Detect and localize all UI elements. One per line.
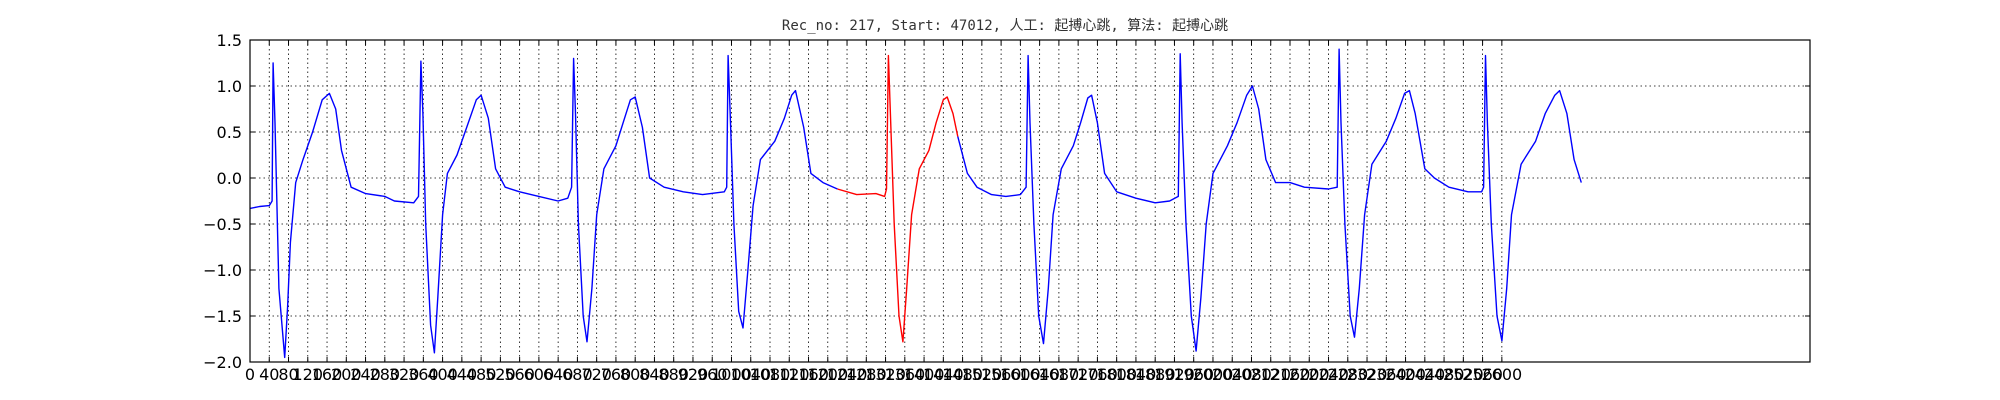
x-tick-label: 320 [389, 365, 420, 384]
x-tick-label: 1800 [1096, 365, 1137, 384]
x-tick-label: 280 [370, 365, 401, 384]
x-tick-label: 1040 [730, 365, 771, 384]
x-tick-label: 640 [543, 365, 574, 384]
series-line-2 [957, 48, 1582, 352]
x-tick-label: 520 [485, 365, 516, 384]
x-tick-label: 2280 [1327, 365, 1368, 384]
x-tick-label: 1280 [846, 365, 887, 384]
plot-frame [249, 39, 1811, 363]
x-tick-label: 80 [278, 365, 298, 384]
x-tick-label: 2560 [1462, 365, 1503, 384]
x-tick-label: 1840 [1116, 365, 1157, 384]
x-tick-label: 1240 [827, 365, 868, 384]
x-tick-label: 1640 [1019, 365, 1060, 384]
series-line-1 [837, 54, 959, 343]
x-tick-label: 840 [639, 365, 670, 384]
x-tick-label: 200 [331, 365, 362, 384]
x-tick-label: 400 [427, 365, 458, 384]
series-line-0 [249, 54, 838, 359]
x-tick-label: 360 [408, 365, 439, 384]
y-tick-label: 0.0 [217, 169, 242, 188]
x-tick-label: 1120 [769, 365, 810, 384]
x-tick-label: 2120 [1250, 365, 1291, 384]
x-tick-label: 880 [658, 365, 689, 384]
y-tick-label: −1.5 [203, 307, 242, 326]
x-tick-label: 720 [581, 365, 612, 384]
x-tick-label: 1480 [942, 365, 983, 384]
x-tick-label: 2240 [1308, 365, 1349, 384]
x-tick-label: 1920 [1154, 365, 1195, 384]
x-tick-label: 1440 [923, 365, 964, 384]
x-tick-label: 760 [601, 365, 632, 384]
x-tick-label: 2080 [1231, 365, 1272, 384]
y-tick-label: −0.5 [203, 215, 242, 234]
x-tick-label: 1720 [1058, 365, 1099, 384]
x-tick-label: 2200 [1289, 365, 1330, 384]
x-tick-label: 1520 [961, 365, 1002, 384]
x-tick-label: 1960 [1173, 365, 1214, 384]
x-tick-label: 2160 [1270, 365, 1311, 384]
x-tick-label: 1680 [1039, 365, 1080, 384]
x-tick-label: 680 [562, 365, 593, 384]
x-tick-label: 1560 [981, 365, 1022, 384]
x-tick-label: 2000 [1193, 365, 1234, 384]
y-tick-label: 1.5 [217, 31, 242, 50]
x-tick-label: 560 [504, 365, 535, 384]
x-tick-label: 600 [524, 365, 555, 384]
x-tick-label: 160 [312, 365, 343, 384]
x-tick-label: 40 [259, 365, 279, 384]
x-tick-label: 2400 [1385, 365, 1426, 384]
x-tick-label: 2040 [1212, 365, 1253, 384]
x-tick-label: 440 [447, 365, 478, 384]
y-axis-ticks: −2.0 −1.5 −1.0 −0.5 0.0 0.5 1.0 1.5 [203, 31, 1810, 372]
x-axis-ticks: 0 408012016020024028032036040044048052056… [245, 40, 1522, 384]
x-tick-label: 480 [466, 365, 497, 384]
x-tick-label: 2360 [1366, 365, 1407, 384]
x-tick-label: 2480 [1424, 365, 1465, 384]
x-tick-label: 1200 [807, 365, 848, 384]
y-tick-label: 1.0 [217, 77, 242, 96]
x-tick-label: 2320 [1347, 365, 1388, 384]
x-tick-label: 1760 [1077, 365, 1118, 384]
x-tick-label: 0 [245, 365, 255, 384]
x-tick-label: 2520 [1443, 365, 1484, 384]
y-tick-label: 0.5 [217, 123, 242, 142]
x-tick-label: 2600 [1481, 365, 1522, 384]
x-tick-label: 1880 [1135, 365, 1176, 384]
x-tick-label: 1080 [750, 365, 791, 384]
x-tick-label: 1320 [865, 365, 906, 384]
x-tick-label: 960 [697, 365, 728, 384]
x-tick-label: 1000 [711, 365, 752, 384]
x-tick-label: 120 [293, 365, 324, 384]
chart-title: Rec_no: 217, Start: 47012, 人工: 起搏心跳, 算法:… [782, 17, 1228, 34]
x-tick-label: 1160 [788, 365, 829, 384]
series-lines [249, 48, 1582, 359]
x-tick-label: 1360 [884, 365, 925, 384]
y-tick-label: −2.0 [203, 353, 242, 372]
y-tick-label: −1.0 [203, 261, 242, 280]
x-tick-label: 2440 [1404, 365, 1445, 384]
x-tick-label: 1400 [904, 365, 945, 384]
x-tick-label: 800 [620, 365, 651, 384]
x-tick-label: 240 [350, 365, 381, 384]
x-tick-label: 920 [678, 365, 709, 384]
x-tick-label: 1600 [1000, 365, 1041, 384]
